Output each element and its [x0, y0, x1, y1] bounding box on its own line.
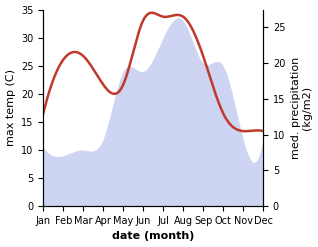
- Y-axis label: max temp (C): max temp (C): [5, 69, 16, 146]
- X-axis label: date (month): date (month): [112, 231, 194, 242]
- Y-axis label: med. precipitation
(kg/m2): med. precipitation (kg/m2): [291, 57, 313, 159]
